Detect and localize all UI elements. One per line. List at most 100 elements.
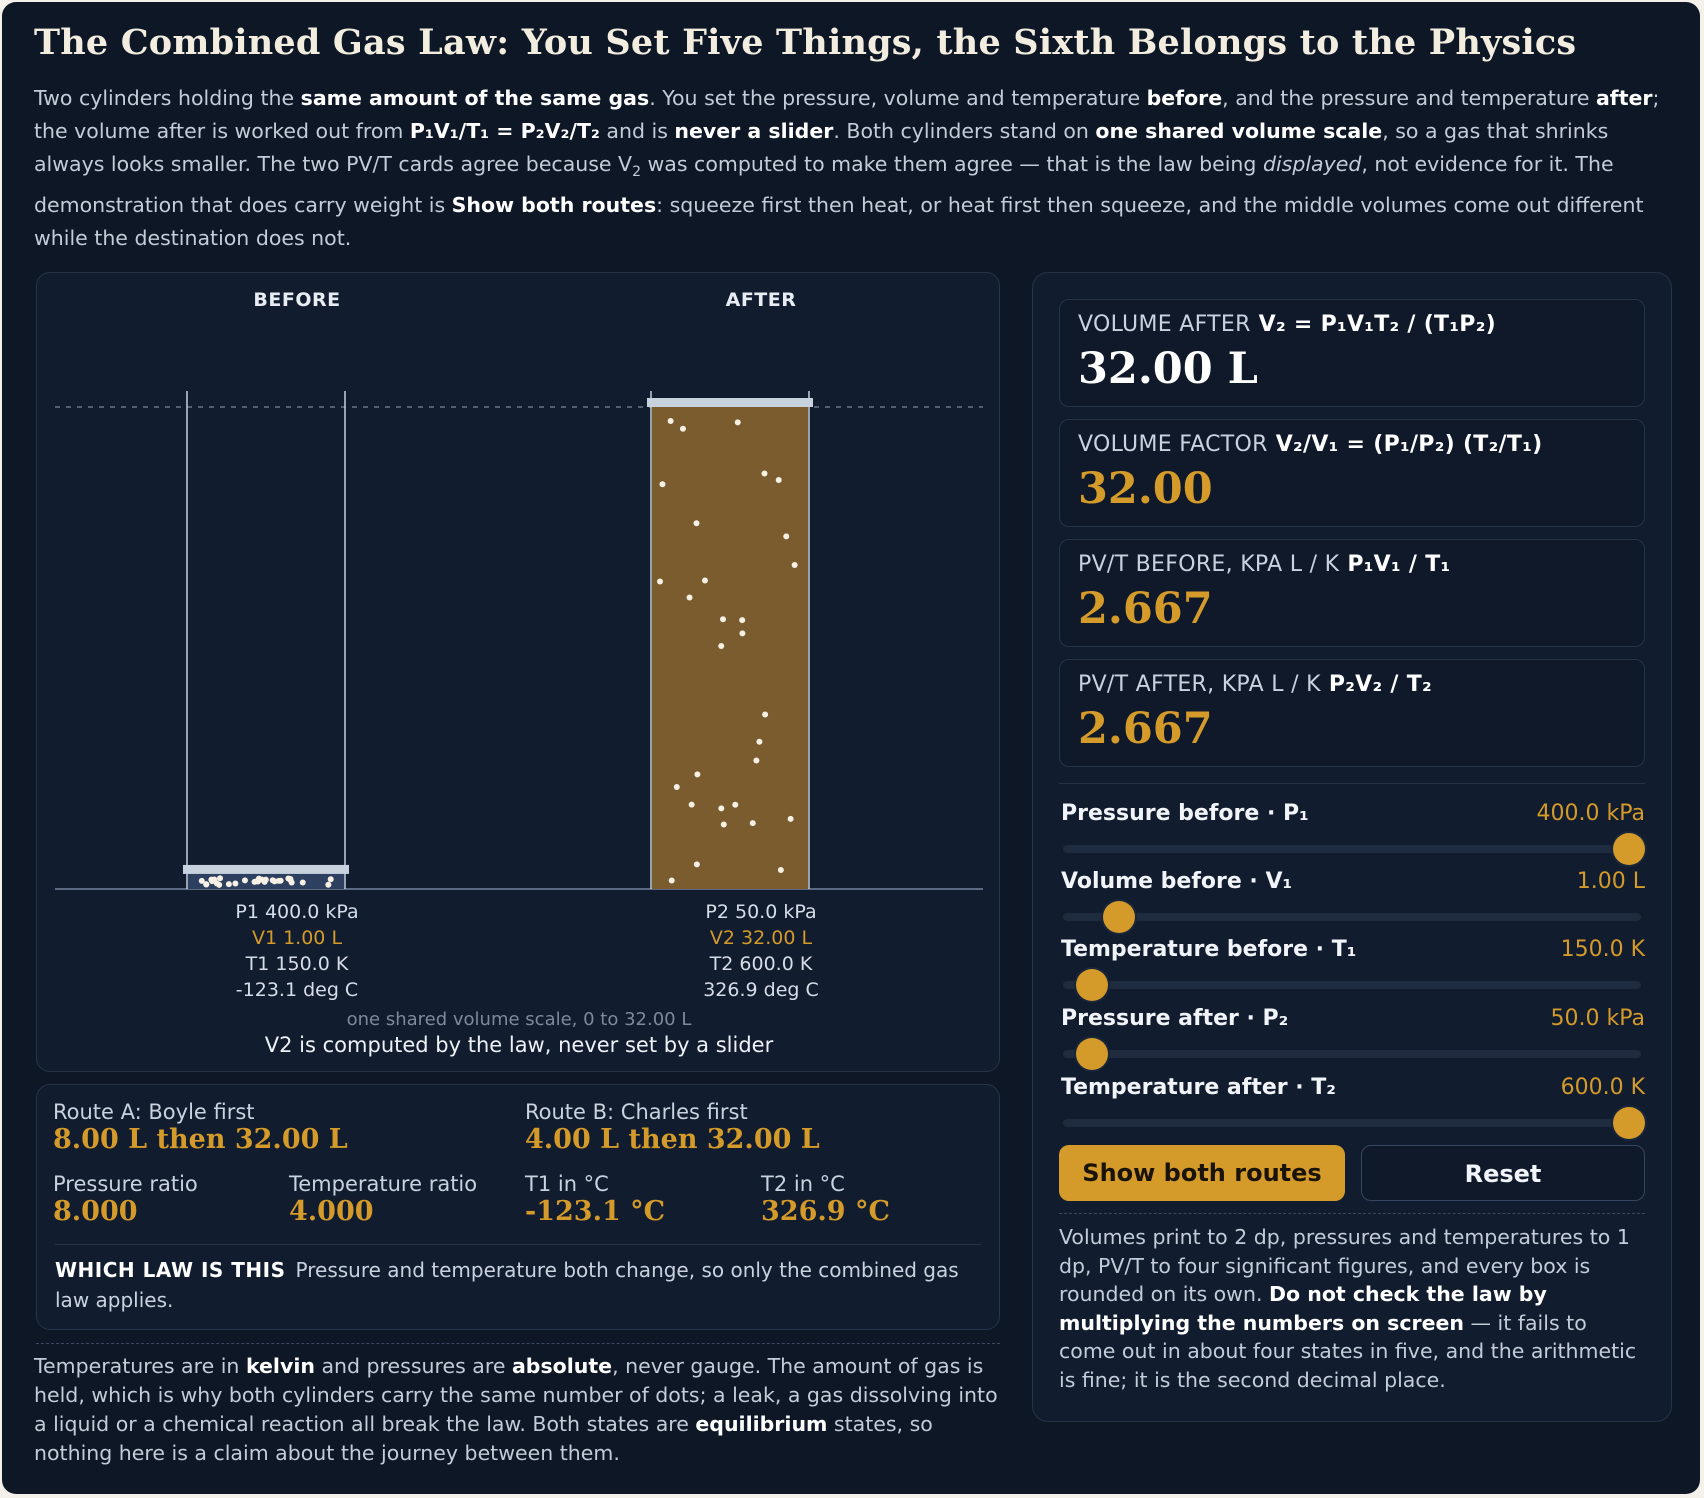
side-divider [1059, 1213, 1645, 1214]
before-readout: P1 400.0 kPa V1 1.00 L T1 150.0 K -123.1… [147, 899, 447, 1003]
pressure-ratio-value: 8.000 [53, 1196, 138, 1227]
gas-particle [739, 617, 746, 624]
t2-celsius: T2 in °C 326.9 °C [761, 1171, 890, 1227]
cylinder-before [183, 391, 349, 889]
slider-value: 1.00 L [1576, 869, 1645, 894]
gas-particle [787, 815, 794, 822]
slider-label: Temperature before · T₁ [1061, 937, 1357, 962]
show-both-routes-button[interactable]: Show both routes [1059, 1145, 1345, 1201]
slider-pressure-before[interactable]: Pressure before · P₁ 400.0 kPa [1059, 801, 1645, 865]
footer-note: Temperatures are in kelvin and pressures… [34, 1354, 998, 1465]
routes-divider [55, 1244, 981, 1245]
sliders-divider [1059, 783, 1645, 784]
gas-particle [720, 616, 727, 623]
gas-particle [325, 881, 332, 888]
gas-particle [701, 577, 708, 584]
slider-label: Pressure after · P₂ [1061, 1006, 1289, 1031]
gas-particle [299, 879, 306, 886]
routes-panel: Route A: Boyle first 8.00 L then 32.00 L… [36, 1084, 1000, 1330]
gas-particle [693, 861, 700, 868]
route-b-label: Route B: Charles first [525, 1100, 748, 1124]
slider-thumb[interactable] [1075, 969, 1108, 1001]
gas-particle [656, 578, 663, 585]
before-celsius: -123.1 deg C [235, 979, 359, 1001]
gas-particle [211, 876, 218, 883]
results-panel: VOLUME AFTER V₂ = P₁V₁T₂ / (T₁P₂) 32.00 L… [1032, 272, 1672, 1422]
before-label: BEFORE [253, 289, 341, 311]
gas-particle [686, 594, 693, 601]
after-temperature: T2 600.0 K [709, 953, 813, 975]
t1-celsius: T1 in °C -123.1 °C [525, 1171, 665, 1227]
slider-volume-before[interactable]: Volume before · V₁ 1.00 L [1059, 869, 1645, 933]
gas-particle [734, 419, 741, 426]
card-formula: V₂ = P₁V₁T₂ / (T₁P₂) [1258, 312, 1497, 337]
route-b: Route B: Charles first 4.00 L then 32.00… [525, 1099, 820, 1155]
gas-particle [775, 477, 782, 484]
slider-label: Volume before · V₁ [1061, 869, 1293, 894]
gas-particle [217, 875, 224, 882]
card-pvt-before: PV/T BEFORE, KPA L / K P₁V₁ / T₁ 2.667 [1059, 539, 1645, 647]
gas-particle [232, 880, 239, 887]
intro-paragraph: Two cylinders holding the same amount of… [34, 86, 1660, 251]
slider-track[interactable] [1063, 981, 1641, 989]
cylinder-drawing [55, 391, 983, 890]
slider-thumb[interactable] [1613, 1107, 1645, 1139]
slider-track[interactable] [1063, 913, 1641, 921]
gas-body [652, 407, 808, 889]
card-value: 2.667 [1078, 704, 1213, 754]
t1-celsius-value: -123.1 °C [525, 1196, 666, 1227]
gas-particle [225, 881, 232, 888]
slider-pressure-after[interactable]: Pressure after · P₂ 50.0 kPa [1059, 1006, 1645, 1070]
after-label: AFTER [725, 289, 797, 311]
gas-particle [255, 875, 262, 882]
gas-particle [668, 877, 675, 884]
reset-button[interactable]: Reset [1361, 1145, 1645, 1201]
card-title: PV/T BEFORE, KPA L / K [1078, 552, 1340, 577]
slider-track[interactable] [1063, 1050, 1641, 1058]
slider-label: Temperature after · T₂ [1061, 1075, 1336, 1100]
slider-value: 150.0 K [1560, 937, 1645, 962]
gas-particle [732, 801, 739, 808]
slider-thumb[interactable] [1103, 901, 1136, 933]
page-title: The Combined Gas Law: You Set Five Thing… [34, 22, 1577, 63]
gas-particle [720, 821, 727, 828]
gas-particle [277, 877, 284, 884]
card-title: VOLUME FACTOR [1078, 432, 1268, 457]
card-formula: V₂/V₁ = (P₁/P₂) (T₂/T₁) [1275, 432, 1543, 457]
slider-thumb[interactable] [1075, 1038, 1108, 1070]
which-law-heading: WHICH LAW IS THIS [55, 1258, 286, 1282]
slider-temperature-before[interactable]: Temperature before · T₁ 150.0 K [1059, 937, 1645, 1001]
gas-particle [777, 867, 784, 874]
gas-particle [761, 470, 768, 477]
slider-track[interactable] [1063, 1119, 1641, 1127]
gas-particle [203, 881, 210, 888]
before-volume: V1 1.00 L [251, 927, 343, 949]
after-volume: V2 32.00 L [709, 927, 813, 949]
slider-temperature-after[interactable]: Temperature after · T₂ 600.0 K [1059, 1075, 1645, 1139]
card-value: 32.00 L [1078, 344, 1258, 394]
t1-celsius-label: T1 in °C [525, 1172, 609, 1196]
temperature-ratio-label: Temperature ratio [289, 1172, 478, 1196]
slider-track[interactable] [1063, 845, 1641, 853]
card-value: 32.00 [1078, 464, 1213, 514]
gas-particle [327, 876, 334, 883]
which-law-text: Pressure and temperature both change, so… [55, 1258, 959, 1312]
route-a-value: 8.00 L then 32.00 L [53, 1124, 348, 1155]
gas-particle [679, 425, 686, 432]
gas-particle [659, 481, 666, 488]
cylinder-stage: BEFORE AFTER P1 400.0 kPa V1 1.00 L T1 1… [36, 272, 1000, 1072]
after-celsius: 326.9 deg C [703, 979, 819, 1001]
gas-particle [718, 642, 725, 649]
gas-particle [791, 562, 798, 569]
gas-particle [198, 877, 205, 884]
card-title: VOLUME AFTER [1078, 312, 1251, 337]
scale-note: one shared volume scale, 0 to 32.00 L [346, 1009, 692, 1030]
temperature-ratio: Temperature ratio 4.000 [289, 1171, 477, 1227]
gas-particle [241, 877, 248, 884]
after-pressure: P2 50.0 kPa [705, 901, 817, 923]
slider-thumb[interactable] [1613, 833, 1645, 865]
gas-particle [739, 630, 746, 637]
gas-particle [783, 533, 790, 540]
before-temperature: T1 150.0 K [245, 953, 349, 975]
